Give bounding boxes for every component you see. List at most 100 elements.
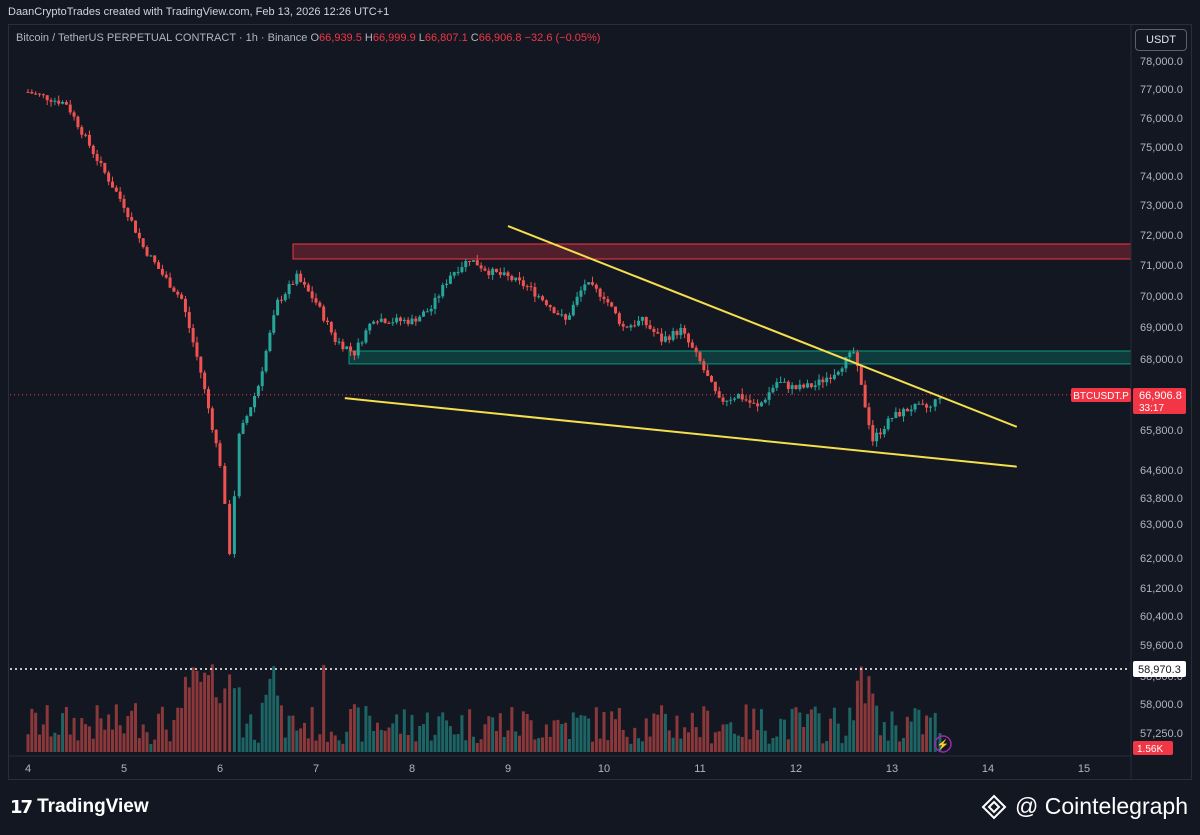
candle-body (686, 333, 690, 343)
volume-bar (579, 715, 583, 752)
volume-bar (223, 688, 227, 752)
volume-bar (379, 729, 383, 752)
volume-bar (775, 736, 779, 752)
symbol-badge (1071, 388, 1131, 402)
volume-bar (894, 725, 898, 752)
y-tick-label: 71,000.0 (1140, 260, 1183, 272)
candle-body (107, 172, 111, 182)
volume-bar (683, 727, 687, 752)
y-tick-label: 77,000.0 (1140, 84, 1183, 96)
candle-body (91, 145, 95, 154)
candle-body (422, 311, 426, 317)
volume-bar (529, 720, 533, 752)
volume-bar (840, 743, 844, 752)
candle-body (644, 316, 648, 326)
chart-frame[interactable] (8, 24, 1192, 780)
volume-bar (721, 724, 725, 752)
candle-body (863, 384, 867, 408)
volume-bar (621, 729, 625, 752)
candle-body (525, 286, 529, 288)
candle-body (905, 408, 909, 412)
y-tick-label: 63,800.0 (1140, 493, 1183, 505)
volume-bar (429, 740, 433, 752)
volume-bar (640, 741, 644, 752)
volume-bar (710, 743, 714, 752)
volume-bar (779, 718, 783, 752)
candle-body (114, 187, 118, 192)
candle-body (537, 296, 541, 298)
volume-bar (272, 666, 276, 752)
volume-bar (767, 743, 771, 752)
symbol-badge-label: BTCUSDT.P (1073, 391, 1129, 402)
volume-bar (61, 713, 65, 752)
candle-body (80, 127, 84, 135)
candle-body (245, 416, 249, 423)
candle-body (667, 336, 671, 340)
volume-bar (652, 713, 656, 752)
volume-bar (552, 720, 556, 752)
candle-body (134, 220, 138, 233)
candle-body (456, 272, 460, 274)
candle-body (640, 316, 644, 321)
candle-body (928, 406, 932, 408)
candle-body (506, 272, 510, 276)
volume-bar (64, 706, 68, 752)
y-tick-label: 60,400.0 (1140, 611, 1183, 623)
candle-body (583, 284, 587, 291)
candle-body (706, 370, 710, 376)
volume-bar (418, 725, 422, 752)
candle-body (110, 181, 114, 188)
volume-bar (91, 738, 95, 752)
candle-body (383, 318, 387, 323)
candle-body (310, 291, 314, 299)
volume-bar (283, 737, 287, 752)
volume-bar (199, 681, 203, 752)
candle-body (933, 399, 937, 407)
candle-body (464, 260, 468, 268)
candle-body (256, 385, 260, 396)
candle-body (921, 403, 925, 405)
volume-bar (264, 694, 268, 752)
volume-bar (314, 740, 318, 752)
candle-body (629, 325, 633, 328)
candle-body (590, 282, 594, 285)
volume-bar (506, 730, 510, 752)
candle-body (882, 429, 886, 435)
candle-body (836, 371, 840, 375)
volume-bar (744, 704, 748, 752)
x-tick-label: 11 (694, 763, 705, 775)
volume-bar (345, 731, 349, 752)
volume-bar (134, 703, 138, 752)
volume-bar (798, 712, 802, 752)
volume-bar (187, 687, 191, 752)
candle-body (614, 306, 618, 314)
volume-bar (87, 726, 91, 752)
candle-body (45, 95, 49, 101)
candle-body (49, 100, 53, 102)
volume-bar (756, 730, 760, 752)
x-tick-label: 10 (598, 763, 610, 775)
candle-body (479, 265, 483, 269)
currency-button[interactable]: USDT (1135, 29, 1187, 51)
upper-trendline (507, 225, 1018, 428)
candle-body (352, 350, 356, 356)
tradingview-mark-icon: 17 (10, 796, 33, 818)
volume-bar (852, 720, 856, 752)
candle-body (713, 381, 717, 392)
candle-body (228, 503, 232, 554)
candle-body (648, 325, 652, 329)
volume-bar (882, 722, 886, 752)
candle-body (84, 134, 88, 136)
volume-bar (99, 718, 103, 752)
candle-body (802, 384, 806, 388)
volume-bar (518, 735, 522, 752)
candle-body (602, 296, 606, 300)
volume-bar (80, 718, 84, 752)
volume-bar (372, 730, 376, 752)
volume-bar (855, 680, 859, 752)
candle-body (902, 408, 906, 417)
volume-bar (295, 730, 299, 752)
candle-body (740, 393, 744, 400)
candle-body (886, 418, 890, 430)
